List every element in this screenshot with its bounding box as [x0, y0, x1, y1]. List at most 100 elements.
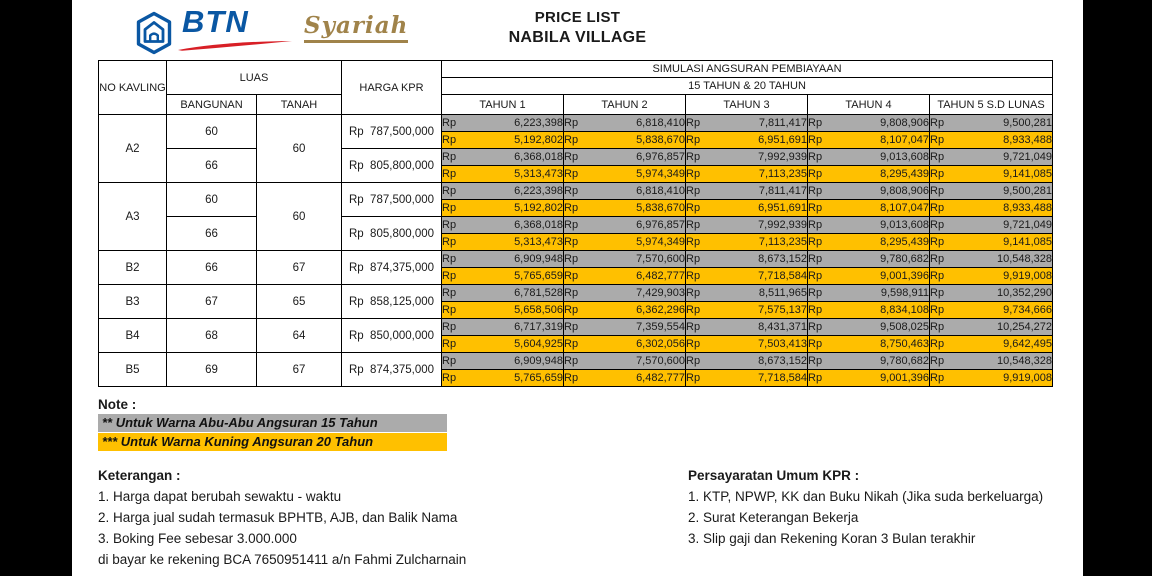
btn-house-icon — [134, 11, 174, 60]
angsuran-cell: Rp 10,548,328 — [928, 352, 1054, 370]
angsuran-amount: 8,431,371 — [758, 321, 807, 333]
currency-prefix: Rp — [808, 236, 823, 248]
persyaratan-title: Persayaratan Umum KPR : — [688, 468, 860, 483]
angsuran-cell: Rp 9,500,281 — [928, 114, 1054, 132]
currency-prefix: Rp — [808, 151, 823, 163]
angsuran-amount: 8,933,488 — [1003, 202, 1053, 214]
currency-prefix: Rp — [808, 270, 823, 282]
angsuran-cell: Rp 9,919,008 — [928, 369, 1054, 387]
header-harga-kpr: HARGA KPR — [341, 60, 442, 115]
currency-prefix: Rp — [442, 236, 457, 248]
angsuran-cell: Rp 9,500,281 — [928, 182, 1054, 200]
angsuran-cell: Rp 6,368,018 — [441, 216, 564, 234]
keterangan-item: 1. Harga dapat berubah sewaktu - waktu — [98, 489, 342, 504]
header-tanah: TANAH — [256, 94, 342, 115]
angsuran-cell: Rp 6,818,410 — [563, 114, 686, 132]
angsuran-amount: 7,429,903 — [636, 287, 685, 299]
angsuran-cell: Rp 6,223,398 — [441, 182, 564, 200]
angsuran-amount: 9,721,049 — [1003, 219, 1053, 231]
angsuran-amount: 6,976,857 — [636, 151, 685, 163]
tanah-cell: 67 — [256, 352, 342, 387]
angsuran-cell: Rp 5,974,349 — [563, 233, 686, 251]
angsuran-cell: Rp 9,001,396 — [807, 267, 930, 285]
tanah-cell: 64 — [256, 318, 342, 353]
angsuran-amount: 6,482,777 — [636, 270, 685, 282]
currency-prefix: Rp — [808, 185, 823, 197]
currency-prefix: Rp — [564, 202, 579, 214]
currency-prefix: Rp — [564, 168, 579, 180]
angsuran-cell: Rp 7,718,584 — [685, 267, 808, 285]
currency-prefix: Rp — [930, 253, 945, 265]
angsuran-cell: Rp 5,765,659 — [441, 369, 564, 387]
currency-prefix: Rp — [808, 219, 823, 231]
table-row: 66 Rp 805,800,000 Rp 6,368,018 Rp 6,976,857 Rp… — [99, 216, 1054, 251]
angsuran-amount: 8,107,047 — [880, 134, 929, 146]
currency-prefix: Rp — [686, 168, 701, 180]
tanah-cell: 67 — [256, 250, 342, 285]
currency-prefix: Rp — [686, 151, 701, 163]
angsuran-cell: Rp 8,834,108 — [807, 301, 930, 319]
angsuran-amount: 9,721,049 — [1003, 151, 1053, 163]
angsuran-cell: Rp 9,508,025 — [807, 318, 930, 336]
angsuran-amount: 9,919,008 — [1003, 372, 1053, 384]
currency-prefix: Rp — [930, 134, 945, 146]
angsuran-cell: Rp 8,295,439 — [807, 165, 930, 183]
header-tenor: 15 TAHUN & 20 TAHUN — [440, 77, 1054, 95]
kavling-cell: B5 — [98, 352, 167, 387]
currency-prefix: Rp — [686, 372, 701, 384]
angsuran-cell: Rp 6,951,691 — [685, 199, 808, 217]
angsuran-cell: Rp 8,431,371 — [685, 318, 808, 336]
harga-kpr-cell: Rp 805,800,000 — [341, 148, 442, 183]
angsuran-cell: Rp 6,482,777 — [563, 369, 686, 387]
angsuran-cell: Rp 9,642,495 — [928, 335, 1054, 353]
angsuran-amount: 9,919,008 — [1003, 270, 1053, 282]
table-row: 66 Rp 805,800,000 Rp 6,368,018 Rp 6,976,857 Rp… — [99, 148, 1054, 183]
angsuran-cell: Rp 7,992,939 — [685, 148, 808, 166]
currency-prefix: Rp — [442, 151, 457, 163]
currency-prefix: Rp — [808, 202, 823, 214]
currency-prefix: Rp — [564, 372, 579, 384]
angsuran-amount: 5,765,659 — [514, 372, 563, 384]
notes-section: Note : ** Untuk Warna Abu-Abu Angsuran 1… — [98, 397, 447, 451]
angsuran-amount: 9,500,281 — [1003, 185, 1053, 197]
currency-prefix: Rp — [564, 355, 579, 367]
angsuran-amount: 5,658,506 — [514, 304, 563, 316]
table-row: Rp 5,765,659 Rp 6,482,777 Rp 7,718,584 Rp 9,001… — [99, 267, 1054, 285]
angsuran-cell: Rp 5,604,925 — [441, 335, 564, 353]
angsuran-amount: 9,013,608 — [880, 151, 929, 163]
table-row: B4 68 64 Rp 850,000,000 Rp 6,717,319 Rp 7,359,5… — [98, 318, 1054, 353]
syariah-brand-text: Syariah — [304, 13, 409, 43]
angsuran-cell: Rp 6,368,018 — [441, 148, 564, 166]
currency-prefix: Rp — [564, 338, 579, 350]
angsuran-amount: 7,503,413 — [758, 338, 807, 350]
angsuran-amount: 6,951,691 — [758, 134, 807, 146]
kavling-cell: B3 — [98, 284, 167, 319]
table-row: Rp 5,313,473 Rp 5,974,349 Rp 7,113,235 Rp 8,295… — [99, 165, 1054, 183]
currency-prefix: Rp — [442, 134, 457, 146]
header-no-kavling: NO KAVLING — [98, 60, 167, 115]
angsuran-cell: Rp 9,141,085 — [928, 165, 1054, 183]
bangunan-cell: 66 — [166, 250, 257, 285]
angsuran-cell: Rp 9,919,008 — [928, 267, 1054, 285]
currency-prefix: Rp — [442, 338, 457, 350]
angsuran-cell: Rp 9,013,608 — [807, 148, 930, 166]
angsuran-amount: 9,780,682 — [880, 355, 929, 367]
angsuran-cell: Rp 5,192,802 — [441, 131, 564, 149]
angsuran-amount: 9,508,025 — [880, 321, 929, 333]
angsuran-amount: 6,717,319 — [514, 321, 563, 333]
currency-prefix: Rp — [686, 304, 701, 316]
angsuran-cell: Rp 9,013,608 — [807, 216, 930, 234]
angsuran-cell: Rp 7,113,235 — [685, 233, 808, 251]
title-price-list: PRICE LIST — [534, 9, 621, 26]
keterangan-title: Keterangan : — [98, 468, 181, 483]
angsuran-cell: Rp 5,192,802 — [441, 199, 564, 217]
angsuran-amount: 10,548,328 — [996, 355, 1053, 367]
currency-prefix: Rp — [808, 168, 823, 180]
note-title: Note : — [98, 397, 137, 412]
angsuran-cell: Rp 8,673,152 — [685, 250, 808, 268]
angsuran-amount: 7,113,235 — [758, 168, 807, 180]
keterangan-item: 2. Harga jual sudah termasuk BPHTB, AJB,… — [98, 510, 458, 525]
keterangan-item: di bayar ke rekening BCA 7650951411 a/n … — [98, 552, 467, 567]
currency-prefix: Rp — [442, 202, 457, 214]
angsuran-cell: Rp 9,808,906 — [807, 114, 930, 132]
